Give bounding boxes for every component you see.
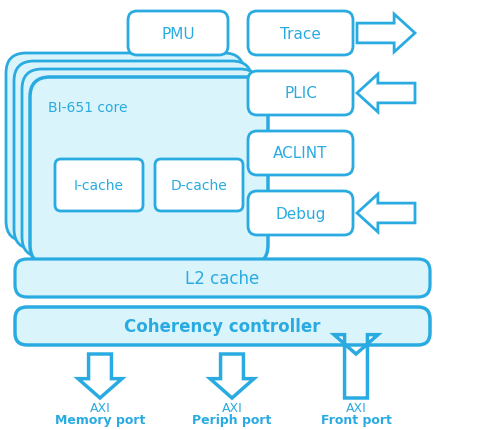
Text: Trace: Trace — [280, 26, 321, 41]
Text: Memory port: Memory port — [55, 414, 145, 427]
Text: I-cache: I-cache — [74, 178, 124, 193]
FancyBboxPatch shape — [55, 160, 143, 212]
Text: L2 cache: L2 cache — [185, 269, 260, 287]
FancyBboxPatch shape — [14, 62, 252, 249]
FancyBboxPatch shape — [248, 12, 353, 56]
FancyBboxPatch shape — [15, 307, 430, 345]
Polygon shape — [357, 15, 415, 53]
Text: Debug: Debug — [276, 206, 326, 221]
FancyBboxPatch shape — [155, 160, 243, 212]
Text: ACLINT: ACLINT — [273, 146, 328, 161]
Polygon shape — [357, 75, 415, 113]
FancyBboxPatch shape — [248, 191, 353, 236]
Text: AXI: AXI — [346, 402, 366, 415]
Text: PLIC: PLIC — [284, 86, 317, 101]
Text: Periph port: Periph port — [192, 414, 272, 427]
Text: PMU: PMU — [161, 26, 195, 41]
Text: Coherency controller: Coherency controller — [124, 317, 321, 335]
FancyBboxPatch shape — [22, 70, 260, 258]
FancyBboxPatch shape — [248, 132, 353, 175]
Text: AXI: AXI — [222, 402, 242, 415]
FancyBboxPatch shape — [128, 12, 228, 56]
Text: AXI: AXI — [90, 402, 110, 415]
Text: Front port: Front port — [321, 414, 391, 427]
FancyBboxPatch shape — [6, 54, 244, 241]
Text: D-cache: D-cache — [170, 178, 228, 193]
Polygon shape — [357, 194, 415, 233]
Polygon shape — [334, 335, 378, 398]
Polygon shape — [78, 354, 122, 398]
FancyBboxPatch shape — [248, 72, 353, 116]
FancyBboxPatch shape — [15, 259, 430, 297]
Polygon shape — [210, 354, 254, 398]
Text: BI-651 core: BI-651 core — [48, 101, 128, 115]
FancyBboxPatch shape — [30, 78, 268, 265]
